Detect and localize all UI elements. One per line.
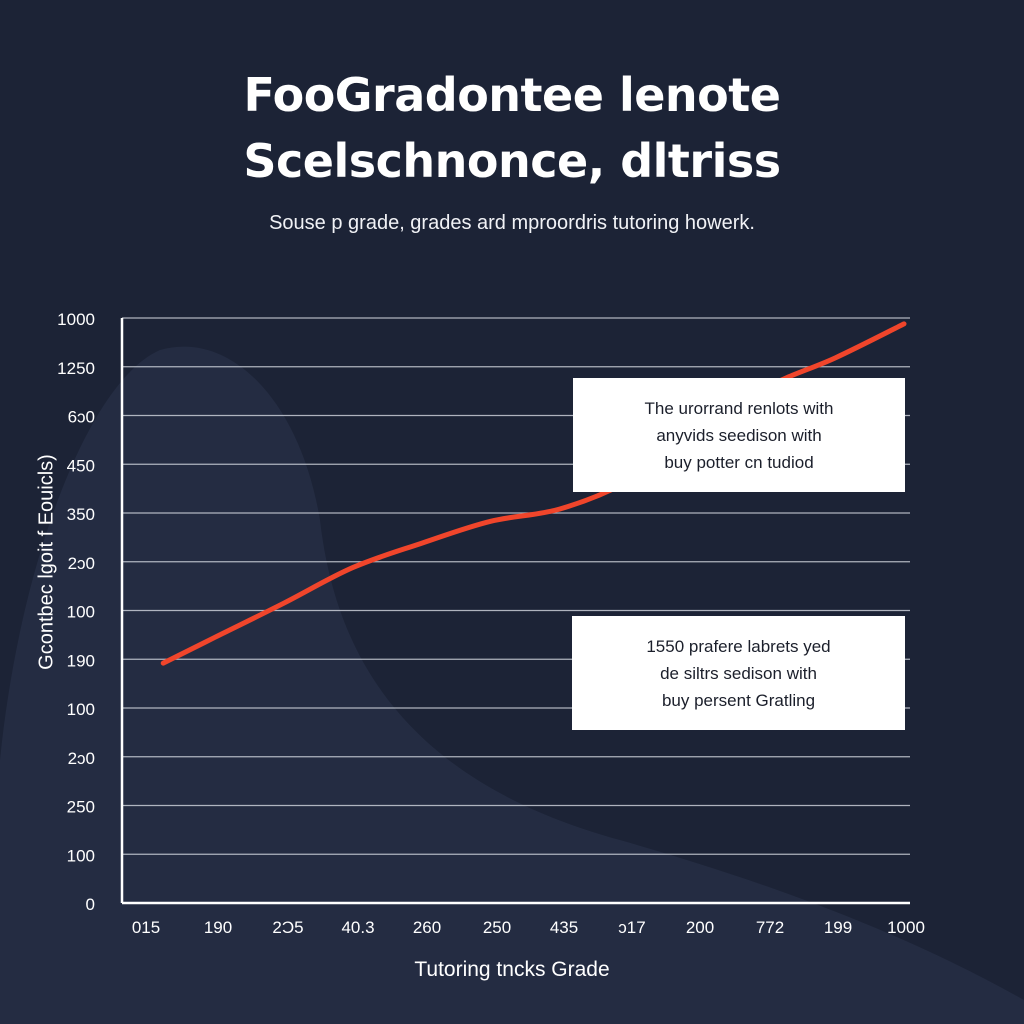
y-tick-label: 0 (86, 895, 95, 914)
x-tick-label: 2Ͻ5 (272, 918, 303, 937)
x-tick-label: ᴐ17 (618, 918, 645, 937)
x-tick-label: 40.3 (341, 918, 374, 937)
annotation-box-1: The urorrand renlots with anyvids seedis… (573, 378, 905, 492)
y-tick-label: 100 (67, 700, 95, 719)
y-axis-label: Gcontbec lgoit f Eouicls) (35, 454, 58, 670)
x-tick-label: 200 (686, 918, 714, 937)
annotation-2-line-2: de siltrs sedison with (660, 663, 817, 683)
x-tick-label: 199 (824, 918, 852, 937)
x-tick-label: 435 (550, 918, 578, 937)
y-tick-label: 1000 (57, 310, 95, 329)
y-tick-label: 1250 (57, 359, 95, 378)
x-tick-label: 190 (204, 918, 232, 937)
y-tick-label: 2ᴐ0 (68, 749, 95, 768)
annotation-1-line-1: The urorrand renlots with (644, 398, 834, 418)
annotation-2-line-3: buy persent Gratling (661, 690, 816, 710)
y-tick-label: 350 (67, 505, 95, 524)
x-axis-label: Tutoring tncks Grade (414, 958, 610, 981)
x-tick-label: 015 (132, 918, 160, 937)
title-line-1: FooGradontee lenote (243, 68, 781, 122)
y-tick-label: 100 (67, 603, 95, 622)
annotation-1-line-3: buy potter cn tudiod (664, 452, 814, 472)
y-tick-label: 250 (67, 798, 95, 817)
annotation-box-2: 1550 prafere labrets yed de siltrs sedis… (572, 616, 905, 730)
title-line-2: Scelschnonce, dltriss (243, 134, 781, 188)
series-line (160, 321, 907, 666)
x-tick-label: 1000 (887, 918, 925, 937)
annotation-2-line-1: 1550 prafere labrets yed (646, 636, 831, 656)
y-tick-label: 2ᴐ0 (68, 554, 95, 573)
x-tick-label: 250 (483, 918, 511, 937)
x-tick-label: 772 (756, 918, 784, 937)
y-tick-label: 450 (67, 456, 95, 475)
annotation-1-line-2: anyvids seedison with (656, 425, 822, 445)
y-tick-label: 6ᴐ0 (68, 408, 95, 427)
chart-title: FooGradontee lenote Scelschnonce, dltris… (0, 62, 1024, 194)
x-tick-label: 260 (413, 918, 441, 937)
y-tick-label: 190 (67, 651, 95, 670)
chart-subtitle: Souse p grade, grades ard mproordris tut… (269, 212, 755, 234)
y-tick-label: 100 (67, 846, 95, 865)
